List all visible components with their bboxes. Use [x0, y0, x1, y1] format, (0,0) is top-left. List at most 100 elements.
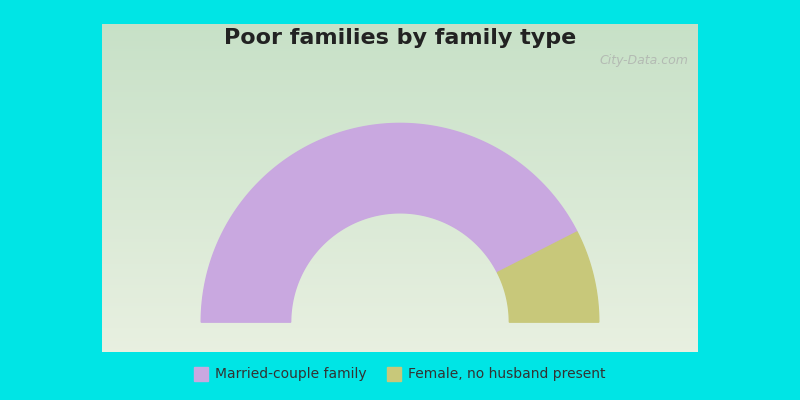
Bar: [102, 194, 698, 196]
Bar: [102, 275, 698, 276]
Bar: [102, 211, 698, 213]
Bar: [102, 170, 698, 172]
Bar: [102, 134, 698, 136]
Bar: [102, 168, 698, 170]
Bar: [102, 224, 698, 226]
Bar: [102, 301, 698, 303]
Bar: [102, 167, 698, 168]
Bar: [102, 54, 698, 55]
Bar: [102, 226, 698, 227]
Bar: [102, 309, 698, 311]
Bar: [102, 132, 698, 134]
Bar: [102, 298, 698, 300]
Bar: [102, 81, 698, 83]
Bar: [102, 198, 698, 200]
Bar: [102, 60, 698, 62]
Bar: [102, 108, 698, 109]
Bar: [102, 304, 698, 306]
Bar: [102, 162, 698, 163]
Bar: [102, 308, 698, 309]
Bar: [102, 104, 698, 106]
Bar: [102, 260, 698, 262]
Bar: [102, 130, 698, 132]
Bar: [102, 229, 698, 231]
Bar: [102, 98, 698, 100]
Bar: [102, 144, 698, 145]
Bar: [102, 191, 698, 193]
Bar: [102, 160, 698, 162]
Bar: [102, 286, 698, 288]
Bar: [102, 236, 698, 237]
Legend: Married-couple family, Female, no husband present: Married-couple family, Female, no husban…: [189, 361, 611, 387]
Bar: [102, 158, 698, 160]
Bar: [102, 290, 698, 291]
Bar: [102, 127, 698, 129]
Bar: [102, 313, 698, 314]
Bar: [102, 334, 698, 336]
Bar: [102, 68, 698, 70]
Bar: [102, 203, 698, 204]
Bar: [102, 42, 698, 44]
Bar: [102, 65, 698, 67]
Bar: [102, 340, 698, 342]
Bar: [102, 318, 698, 319]
Bar: [102, 300, 698, 301]
Bar: [102, 332, 698, 334]
Bar: [102, 80, 698, 81]
Bar: [102, 165, 698, 167]
Bar: [102, 119, 698, 121]
Bar: [102, 50, 698, 52]
Bar: [102, 45, 698, 47]
Bar: [102, 214, 698, 216]
Bar: [102, 103, 698, 104]
Bar: [102, 272, 698, 273]
Bar: [102, 347, 698, 349]
Bar: [102, 268, 698, 270]
Bar: [102, 204, 698, 206]
Bar: [102, 324, 698, 326]
Bar: [102, 262, 698, 264]
Bar: [102, 267, 698, 268]
Bar: [102, 152, 698, 154]
Bar: [102, 216, 698, 218]
Bar: [102, 52, 698, 54]
Bar: [102, 112, 698, 114]
Bar: [102, 109, 698, 111]
Bar: [102, 34, 698, 36]
Bar: [102, 36, 698, 37]
Bar: [102, 208, 698, 209]
Bar: [102, 247, 698, 249]
Bar: [102, 321, 698, 322]
Bar: [102, 276, 698, 278]
Bar: [102, 185, 698, 186]
Bar: [102, 48, 698, 50]
Bar: [102, 337, 698, 339]
Bar: [102, 329, 698, 331]
Bar: [102, 294, 698, 296]
Bar: [102, 72, 698, 73]
Bar: [102, 342, 698, 344]
Bar: [102, 85, 698, 86]
Bar: [102, 44, 698, 45]
Bar: [102, 178, 698, 180]
Bar: [102, 257, 698, 258]
Bar: [102, 47, 698, 48]
Bar: [102, 124, 698, 126]
Bar: [102, 250, 698, 252]
Bar: [102, 193, 698, 194]
Bar: [102, 106, 698, 108]
Bar: [102, 30, 698, 32]
Bar: [102, 244, 698, 245]
Bar: [102, 234, 698, 236]
Bar: [102, 90, 698, 91]
Bar: [102, 222, 698, 224]
Bar: [102, 339, 698, 340]
Bar: [102, 200, 698, 201]
Bar: [102, 78, 698, 80]
Bar: [102, 283, 698, 285]
Bar: [102, 27, 698, 29]
Bar: [102, 121, 698, 122]
Bar: [102, 173, 698, 175]
Bar: [102, 303, 698, 304]
Bar: [102, 175, 698, 176]
